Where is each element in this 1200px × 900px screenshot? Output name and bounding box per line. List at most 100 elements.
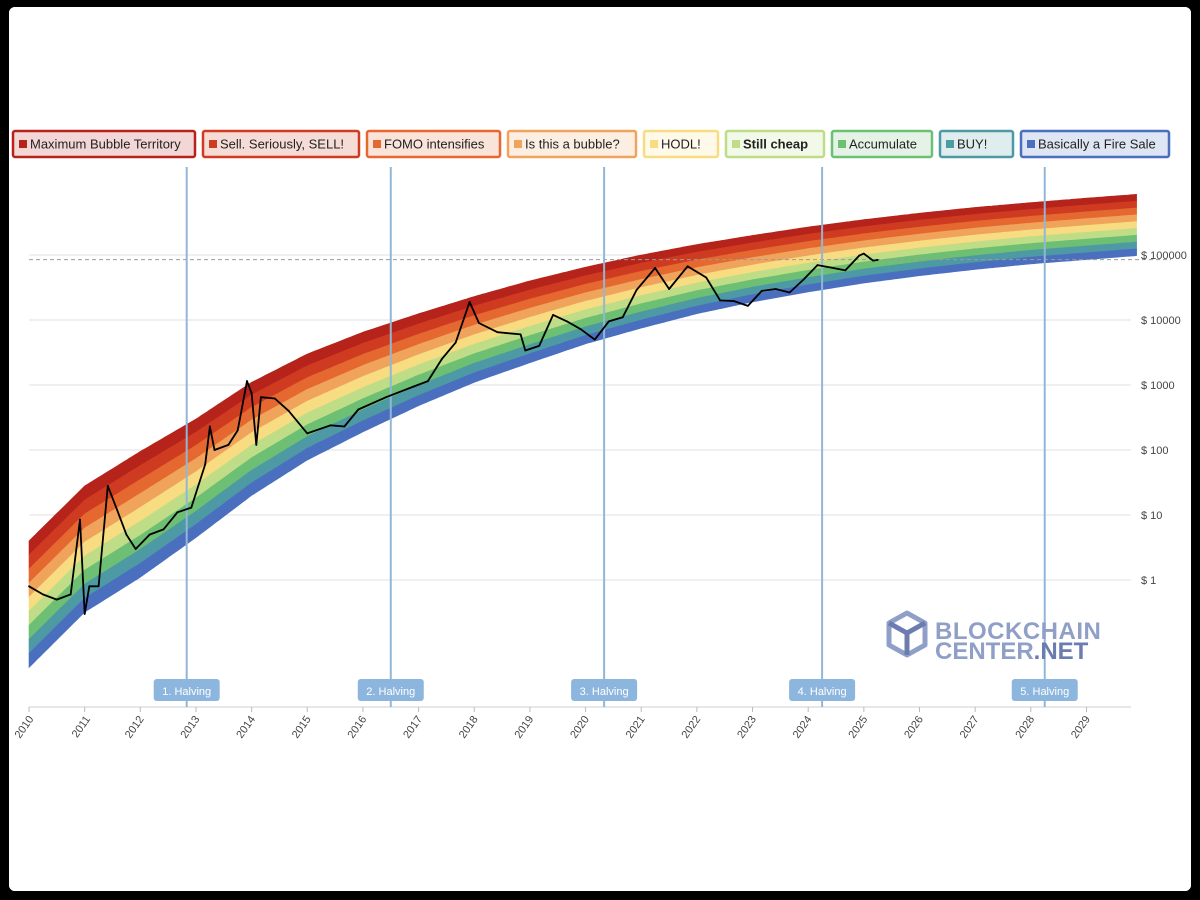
price-point [524, 349, 527, 352]
price-point [148, 533, 151, 536]
price-point [343, 425, 346, 428]
legend-label: Accumulate [849, 137, 917, 152]
legend-label: Sell. Seriously, SELL! [220, 137, 344, 152]
watermark-line1: BLOCKCHAIN [935, 618, 1101, 645]
halving-label: 4. Halving [798, 686, 847, 698]
price-point [872, 259, 875, 262]
price-point [106, 485, 109, 487]
price-point [733, 300, 735, 303]
price-point [227, 443, 230, 446]
price-point [440, 358, 443, 361]
price-point [746, 304, 749, 307]
price-point [385, 396, 388, 399]
legend-label: Still cheap [743, 137, 808, 152]
price-point [686, 265, 689, 268]
price-point [862, 252, 865, 255]
legend-item-3[interactable]: Is this a bubble? [506, 129, 638, 159]
legend-label: FOMO intensifies [384, 137, 485, 152]
price-point [621, 316, 624, 319]
screenshot-frame: Maximum Bubble Territory Sell. Seriously,… [9, 7, 1191, 891]
legend-label: BUY! [957, 137, 987, 152]
legend-item-5[interactable]: Still cheap [724, 129, 826, 159]
price-point [176, 511, 179, 514]
price-point [357, 408, 360, 411]
price-point [719, 299, 721, 302]
legend-box [506, 129, 638, 159]
legend-item-2[interactable]: FOMO intensifies [365, 129, 502, 159]
halving-label-box [1011, 679, 1078, 701]
halving-label-box [571, 679, 638, 701]
halving-label-box [153, 679, 220, 701]
legend-item-1[interactable]: Sell. Seriously, SELL! [201, 129, 361, 159]
price-point [97, 585, 100, 588]
price-point [260, 396, 262, 399]
price-point [255, 443, 258, 446]
price-point [705, 276, 708, 279]
legend-swatch [19, 140, 27, 148]
watermark-line2: CENTER.NET [935, 638, 1089, 665]
legend-label: Maximum Bubble Territory [30, 137, 181, 152]
price-point [788, 291, 791, 294]
legend-swatch [946, 140, 954, 148]
price-point [760, 290, 763, 292]
y-tick-label: $ 1000 [1141, 380, 1175, 392]
price-point [55, 598, 58, 601]
price-point [28, 585, 30, 588]
legend-item-0[interactable]: Maximum Bubble Territory [11, 129, 197, 159]
price-point [876, 259, 879, 261]
legend-item-8[interactable]: Basically a Fire Sale [1019, 129, 1171, 159]
legend-label: HODL! [661, 137, 701, 152]
legend-swatch [209, 140, 217, 148]
price-point [208, 425, 211, 428]
y-tick-label: $ 10000 [1141, 315, 1181, 327]
legend-box [365, 129, 502, 159]
price-point [125, 533, 128, 536]
legend-box [201, 129, 361, 159]
legend-box [11, 129, 197, 159]
price-point [426, 380, 429, 382]
cube-logo-icon [886, 610, 928, 658]
price-point [668, 288, 670, 290]
halving-label: 2. Halving [366, 686, 415, 698]
y-tick-label: $ 1 [1141, 575, 1156, 587]
price-point [79, 518, 81, 521]
halving-label: 1. Halving [162, 686, 211, 698]
legend-swatch [732, 140, 740, 148]
price-point [816, 264, 819, 266]
price-point [213, 449, 216, 451]
y-tick-label: $ 10 [1141, 510, 1162, 522]
price-point [42, 593, 44, 596]
price-point [654, 267, 657, 269]
y-tick-label: $ 100 [1141, 445, 1169, 457]
blockchaincenter-watermark: BLOCKCHAIN CENTER.NET [886, 610, 1101, 665]
legend-label: Is this a bubble? [525, 137, 620, 152]
price-point [287, 409, 290, 412]
price-point [607, 320, 610, 323]
halving-label: 3. Halving [580, 686, 629, 698]
legend-item-4[interactable]: HODL! [642, 129, 720, 159]
price-point [250, 392, 253, 395]
price-point [162, 528, 165, 531]
price-point [454, 341, 457, 344]
legend-swatch [650, 140, 658, 148]
price-point [134, 548, 137, 550]
price-point [519, 333, 522, 336]
legend-box [724, 129, 826, 159]
price-point [69, 593, 72, 596]
price-point [468, 300, 471, 303]
legend-swatch [373, 140, 381, 148]
legend-box [830, 129, 934, 159]
price-point [858, 254, 861, 257]
price-point [593, 338, 596, 341]
price-point [413, 385, 415, 388]
price-point [566, 320, 568, 323]
legend-item-6[interactable]: Accumulate [830, 129, 934, 159]
halving-label: 5. Halving [1020, 686, 1069, 698]
price-point [580, 328, 582, 331]
price-point [802, 278, 805, 281]
legend-item-7[interactable]: BUY! [938, 129, 1015, 159]
price-point [236, 429, 239, 432]
legend-box [938, 129, 1015, 159]
price-point [329, 424, 332, 427]
price-point [774, 288, 777, 290]
